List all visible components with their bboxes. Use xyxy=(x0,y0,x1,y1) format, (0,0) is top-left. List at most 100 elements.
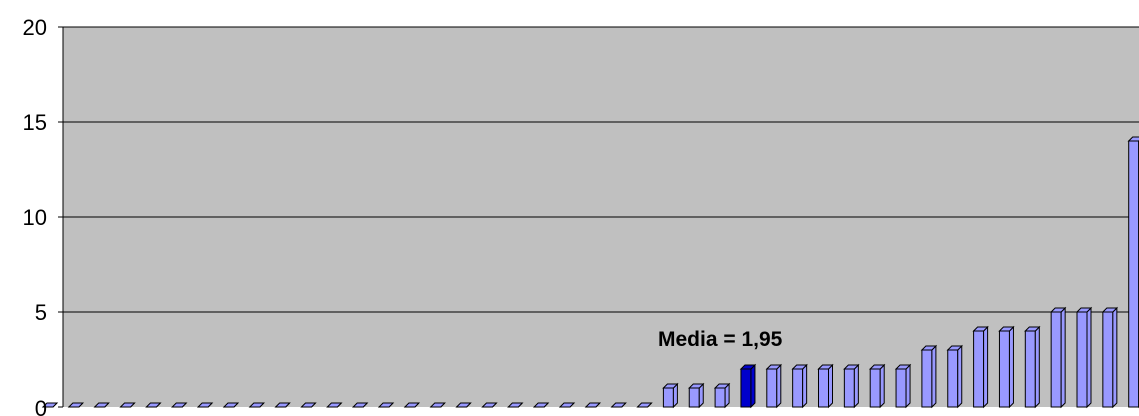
bar-top xyxy=(791,364,808,370)
bar-top xyxy=(972,326,989,332)
bar-side xyxy=(879,363,885,409)
bar-top xyxy=(584,402,602,408)
bar xyxy=(946,344,963,409)
bar xyxy=(817,363,834,409)
bar-front xyxy=(1076,311,1088,408)
bar-top xyxy=(326,402,343,408)
bar-top xyxy=(119,402,136,408)
bar-side xyxy=(1112,306,1118,409)
bar xyxy=(662,382,679,409)
bar xyxy=(41,402,59,408)
bar-top xyxy=(222,402,240,408)
bar-top xyxy=(662,383,679,389)
bar-top xyxy=(1075,307,1093,313)
bar xyxy=(93,402,110,408)
bar-top xyxy=(894,364,912,370)
bar-top xyxy=(920,345,938,351)
bar-top xyxy=(636,402,653,408)
bar xyxy=(171,402,188,408)
bar-front xyxy=(1128,140,1139,408)
bar-front xyxy=(998,330,1010,408)
bar-top xyxy=(843,364,860,370)
y-axis-ticks: 0 5 10 15 20 xyxy=(23,15,63,416)
bar-front xyxy=(1102,311,1114,408)
bar xyxy=(791,363,808,409)
bar xyxy=(636,402,653,408)
bar-top xyxy=(67,402,85,408)
bar-top xyxy=(455,402,472,408)
bar-front xyxy=(818,368,829,408)
bar xyxy=(196,402,214,408)
bar xyxy=(532,402,550,408)
bar-top xyxy=(868,364,886,370)
bar-side xyxy=(957,344,963,409)
y-tick-label: 20 xyxy=(23,15,47,40)
bar xyxy=(843,363,860,409)
bar-top xyxy=(41,402,59,408)
bar xyxy=(274,402,291,408)
bar-front xyxy=(766,368,778,408)
bar-front xyxy=(895,368,907,408)
bar xyxy=(713,382,731,409)
bar-top xyxy=(688,383,705,389)
bar-front xyxy=(973,330,985,408)
bar xyxy=(920,344,938,409)
bar xyxy=(558,402,576,408)
bar-side xyxy=(750,363,756,409)
bar-front xyxy=(843,368,855,408)
bar xyxy=(455,402,472,408)
bar-top xyxy=(351,402,369,408)
bar-top xyxy=(507,402,524,408)
bar-top xyxy=(377,402,395,408)
bar xyxy=(739,363,757,409)
bar-top xyxy=(248,402,266,408)
bar-top xyxy=(1101,307,1119,313)
bar-front xyxy=(947,349,959,408)
bar-front xyxy=(714,387,726,408)
y-tick-label: 15 xyxy=(23,110,47,135)
bar-top xyxy=(145,402,162,408)
bar xyxy=(1101,306,1119,409)
bar xyxy=(998,325,1015,409)
bar-side xyxy=(802,363,808,409)
gridlines xyxy=(63,26,1139,313)
bar-top xyxy=(429,402,446,408)
bar xyxy=(351,402,369,408)
bar-side xyxy=(1086,306,1092,409)
bar xyxy=(1049,306,1067,409)
bar-top xyxy=(403,402,421,408)
y-tick-label: 10 xyxy=(23,205,47,230)
bar xyxy=(894,363,912,409)
bar-front xyxy=(662,387,674,408)
mean-annotation: Media = 1,95 xyxy=(658,328,783,351)
bar-top xyxy=(532,402,550,408)
bar xyxy=(403,402,421,408)
bar-front xyxy=(740,368,752,408)
bar-front xyxy=(688,387,700,408)
bar-top xyxy=(1024,326,1041,332)
bar-top xyxy=(713,383,731,389)
bar xyxy=(222,402,240,408)
bar xyxy=(67,402,85,408)
bar-side xyxy=(905,363,911,409)
bar-side xyxy=(1060,306,1066,409)
bar xyxy=(326,402,343,408)
bar-top xyxy=(171,402,188,408)
bar-side xyxy=(983,325,989,409)
bar xyxy=(765,363,783,409)
bar-top xyxy=(558,402,576,408)
bar-top xyxy=(610,402,627,408)
bar-top xyxy=(274,402,291,408)
bar xyxy=(584,402,602,408)
bar-side xyxy=(1034,325,1040,409)
bar-top xyxy=(93,402,110,408)
bar-front xyxy=(1050,311,1062,408)
bar-front xyxy=(1024,330,1036,408)
bar xyxy=(481,402,498,408)
bar-front xyxy=(921,349,933,408)
bar xyxy=(248,402,266,408)
bar-side xyxy=(853,363,859,409)
bar-side xyxy=(776,363,782,409)
bar-top xyxy=(765,364,783,370)
